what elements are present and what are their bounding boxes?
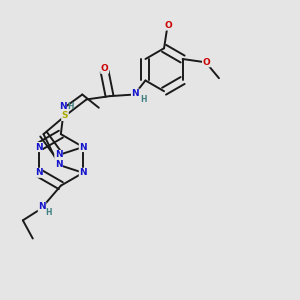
Text: S: S — [62, 112, 68, 121]
Text: N: N — [59, 102, 66, 111]
Text: O: O — [164, 21, 172, 30]
Text: H: H — [68, 102, 74, 111]
Text: N: N — [35, 168, 42, 177]
Text: H: H — [45, 208, 52, 217]
Text: H: H — [140, 94, 147, 103]
Text: N: N — [131, 89, 139, 98]
Text: O: O — [202, 58, 210, 67]
Text: N: N — [79, 142, 87, 152]
Text: N: N — [35, 142, 42, 152]
Text: N: N — [79, 168, 87, 177]
Text: N: N — [55, 151, 62, 160]
Text: O: O — [101, 64, 109, 73]
Text: N: N — [55, 160, 62, 169]
Text: N: N — [38, 202, 46, 211]
